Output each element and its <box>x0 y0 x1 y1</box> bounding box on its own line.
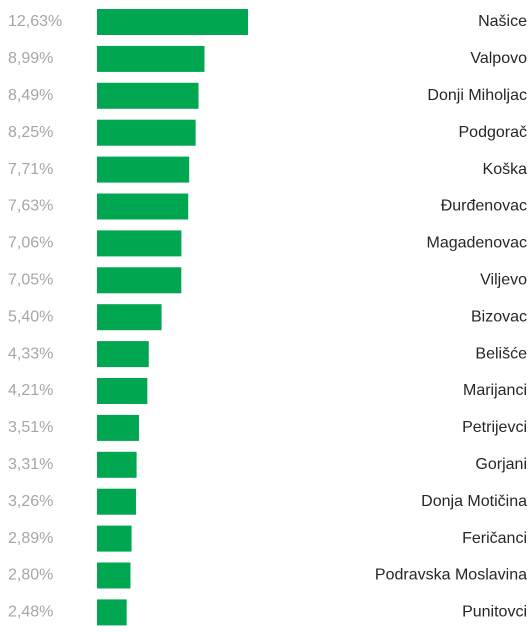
category-label: Gorjani <box>475 456 527 473</box>
category-label: Koška <box>483 161 528 178</box>
bar <box>97 119 196 146</box>
category-label: Viljevo <box>480 272 527 289</box>
category-label: Đurđenovac <box>441 198 527 215</box>
bar <box>97 488 136 515</box>
bar <box>97 230 182 257</box>
value-label: 7,06% <box>8 235 53 252</box>
bar <box>97 378 148 404</box>
value-label: 8,49% <box>8 87 53 104</box>
value-label: 12,63% <box>8 13 62 30</box>
bar <box>97 414 139 441</box>
category-label: Podravska Moslavina <box>375 567 527 584</box>
bar <box>97 267 182 294</box>
bar <box>97 525 132 552</box>
category-label: Bizovac <box>471 308 527 325</box>
bar <box>97 341 149 368</box>
value-label: 3,26% <box>8 493 53 510</box>
value-label: 2,48% <box>8 604 53 621</box>
value-label: 4,21% <box>8 382 53 399</box>
category-label: Belišće <box>475 345 527 362</box>
bar <box>97 45 205 72</box>
category-label: Feričanci <box>462 530 527 547</box>
bar <box>97 193 189 220</box>
bar <box>97 82 199 109</box>
category-label: Donja Motičina <box>421 493 527 510</box>
value-label: 7,71% <box>8 161 53 178</box>
category-label: Magadenovac <box>426 235 527 252</box>
bar <box>97 156 190 183</box>
bar <box>97 599 127 626</box>
category-label: Valpovo <box>470 50 527 67</box>
category-label: Donji Miholjac <box>427 87 527 104</box>
bar <box>97 562 131 589</box>
value-label: 8,25% <box>8 124 53 141</box>
value-label: 8,99% <box>8 50 53 67</box>
value-label: 7,63% <box>8 198 53 215</box>
bar <box>97 451 137 478</box>
value-label: 7,05% <box>8 272 53 289</box>
category-label: Podgorač <box>459 124 528 141</box>
bar <box>97 9 248 35</box>
value-label: 3,31% <box>8 456 53 473</box>
value-label: 2,80% <box>8 567 53 584</box>
value-label: 4,33% <box>8 345 53 362</box>
category-label: Punitovci <box>462 604 527 621</box>
value-label: 5,40% <box>8 308 53 325</box>
value-label: 3,51% <box>8 419 53 436</box>
bar <box>97 304 162 331</box>
category-label: Marijanci <box>463 382 527 399</box>
category-label: Petrijevci <box>462 419 527 436</box>
value-label: 2,89% <box>8 530 53 547</box>
category-label: Našice <box>478 13 527 30</box>
